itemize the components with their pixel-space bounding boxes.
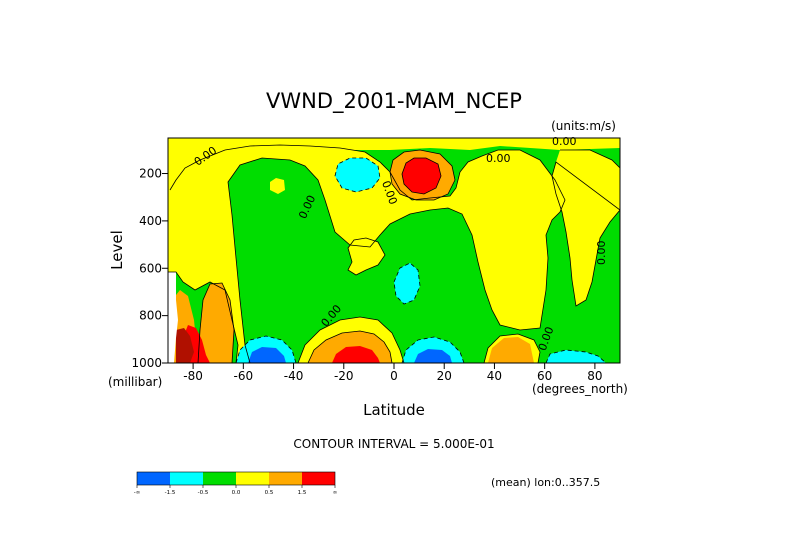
y-axis: 200 400 600 800 1000	[131, 167, 168, 370]
contour-lines	[168, 138, 620, 363]
chart-title: VWND_2001-MAM_NCEP	[266, 89, 522, 114]
band-yellow-right-lobe	[552, 150, 620, 306]
y-tick-label: 600	[139, 261, 162, 275]
legend-tick-label: -1.5	[165, 490, 176, 496]
x-tick-label: 20	[437, 369, 452, 383]
legend-tick-label: 1.5	[298, 490, 307, 496]
contour-label: 0.00	[552, 135, 577, 148]
legend-tick-label: 0.5	[265, 490, 274, 496]
legend-tick-label: ∞	[333, 490, 338, 496]
band-orange-north-surface	[488, 337, 534, 363]
band-cyan-upper	[335, 158, 380, 192]
y-tick-label: 400	[139, 214, 162, 228]
x-tick-label: 0	[390, 369, 398, 383]
contour-label: 0.00	[595, 241, 608, 266]
missing-data-region	[168, 272, 178, 363]
y-axis-label: Level	[108, 230, 126, 270]
band-darkred-south-corner	[176, 328, 194, 363]
y-axis-units: (millibar)	[108, 375, 162, 389]
legend-tick-label: -0.5	[198, 490, 209, 496]
y-tick-label: 1000	[131, 356, 162, 370]
x-tick-label: 60	[537, 369, 552, 383]
color-legend: -∞ -1.5 -0.5 0.0 0.5 1.5 ∞	[134, 471, 338, 496]
band-cyan-north-surface	[546, 350, 606, 363]
y-tick-label: 200	[139, 167, 162, 181]
legend-swatch	[269, 472, 302, 485]
band-cyan-mid	[394, 263, 420, 304]
contour-interval-label: CONTOUR INTERVAL = 5.000E-01	[293, 437, 494, 451]
band-red-south-surface	[332, 346, 380, 363]
x-axis-units: (degrees_north)	[532, 382, 628, 396]
units-label: (units:m/s)	[551, 119, 616, 133]
band-red-north-jet	[402, 158, 441, 194]
band-yellow-small-1	[270, 178, 285, 194]
y-tick-label: 800	[139, 309, 162, 323]
x-axis-label: Latitude	[363, 401, 425, 419]
x-tick-label: -20	[334, 369, 354, 383]
legend-swatch	[170, 472, 203, 485]
band-orange-south-low-1	[198, 283, 234, 363]
band-blue-south-surface	[248, 347, 286, 363]
legend-swatch	[203, 472, 236, 485]
negative-contour-lines	[235, 157, 607, 363]
x-tick-label: -40	[284, 369, 304, 383]
legend-tick-label: -∞	[134, 490, 141, 496]
x-tick-label: -80	[183, 369, 203, 383]
legend-tick-label: 0.0	[232, 490, 241, 496]
mean-label: (mean) lon:0..357.5	[491, 476, 600, 489]
x-axis: -80 -60 -40 -20 0 20 40 60 80	[183, 363, 603, 383]
x-tick-label: 40	[487, 369, 502, 383]
x-tick-label: 80	[587, 369, 602, 383]
band-yellow-south-column	[168, 138, 565, 363]
legend-swatch	[137, 472, 170, 485]
band-blue-eq-surface	[414, 349, 452, 363]
contour-field	[168, 138, 620, 363]
legend-swatch	[302, 472, 335, 485]
contour-label: 0.00	[486, 152, 511, 165]
legend-swatch	[236, 472, 269, 485]
x-tick-label: -60	[234, 369, 254, 383]
